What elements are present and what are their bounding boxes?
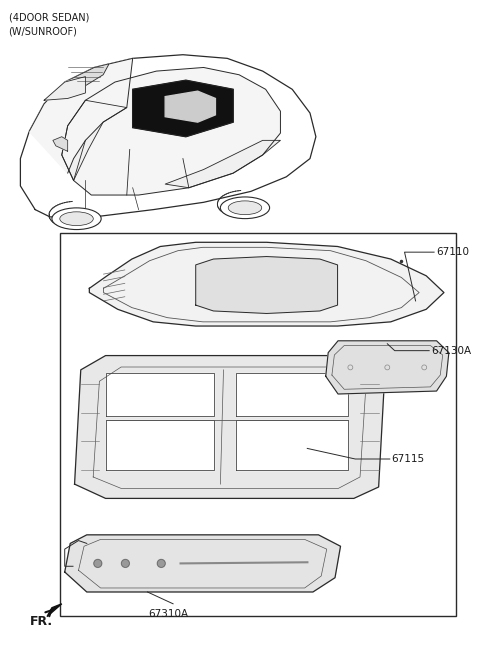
- Polygon shape: [165, 91, 216, 122]
- Text: 67310A: 67310A: [148, 609, 189, 619]
- Circle shape: [121, 560, 129, 567]
- Polygon shape: [165, 140, 280, 188]
- Text: 67115: 67115: [392, 454, 425, 464]
- Ellipse shape: [60, 212, 93, 226]
- Text: (4DOOR SEDAN): (4DOOR SEDAN): [9, 13, 89, 23]
- Text: 67110: 67110: [436, 247, 469, 257]
- Polygon shape: [44, 77, 85, 100]
- Ellipse shape: [52, 208, 101, 230]
- Polygon shape: [132, 80, 233, 136]
- Text: FR.: FR.: [30, 615, 53, 628]
- Text: 67130A: 67130A: [431, 346, 471, 356]
- Polygon shape: [106, 373, 214, 415]
- Polygon shape: [62, 100, 127, 180]
- Polygon shape: [62, 68, 280, 195]
- Bar: [60, 234, 456, 615]
- Polygon shape: [65, 64, 109, 86]
- Polygon shape: [236, 420, 348, 470]
- Polygon shape: [196, 256, 337, 314]
- Polygon shape: [89, 242, 444, 326]
- Polygon shape: [74, 356, 385, 499]
- Polygon shape: [65, 535, 340, 592]
- Polygon shape: [326, 341, 449, 394]
- Polygon shape: [236, 373, 348, 415]
- Polygon shape: [53, 136, 68, 152]
- Circle shape: [94, 560, 102, 567]
- Polygon shape: [47, 604, 62, 617]
- Ellipse shape: [228, 201, 262, 215]
- Text: (W/SUNROOF): (W/SUNROOF): [9, 27, 77, 37]
- Polygon shape: [106, 420, 214, 470]
- Polygon shape: [29, 58, 132, 173]
- Polygon shape: [20, 54, 316, 217]
- Circle shape: [157, 560, 165, 567]
- Ellipse shape: [220, 197, 270, 218]
